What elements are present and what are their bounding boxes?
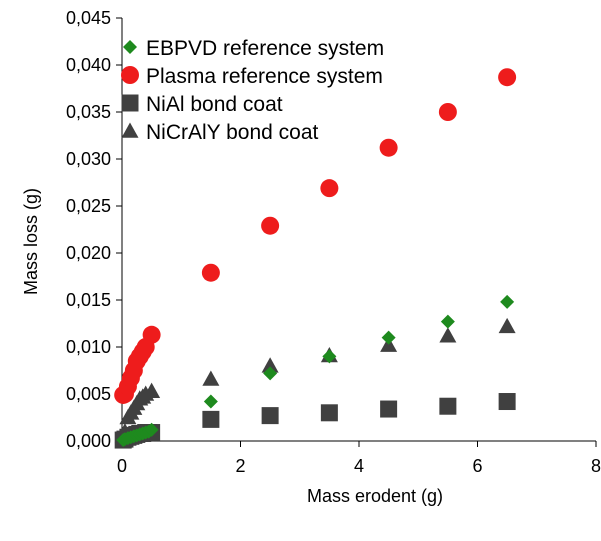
series-circle xyxy=(114,68,517,404)
data-point xyxy=(439,397,457,415)
y-tick-label: 0,040 xyxy=(66,55,111,75)
data-point xyxy=(498,393,516,411)
legend-label: Plasma reference system xyxy=(146,65,383,88)
data-point xyxy=(143,382,161,398)
data-point xyxy=(381,330,396,345)
data-point xyxy=(201,263,220,282)
data-point xyxy=(263,366,278,381)
legend-marker xyxy=(121,66,139,84)
data-point xyxy=(261,357,279,373)
x-ticks: 0 2 4 6 8 xyxy=(117,441,601,476)
legend: EBPVD reference system Plasma reference s… xyxy=(121,37,384,144)
data-point xyxy=(142,325,161,344)
x-tick-label: 2 xyxy=(235,456,245,476)
legend-marker xyxy=(123,40,137,54)
data-point xyxy=(202,370,220,386)
y-tick-label: 0,010 xyxy=(66,337,111,357)
y-tick-label: 0,005 xyxy=(66,384,111,404)
data-point xyxy=(202,410,220,428)
y-tick-label: 0,045 xyxy=(66,8,111,28)
data-point xyxy=(261,216,280,235)
series-diamond xyxy=(116,294,515,448)
data-point xyxy=(500,294,515,309)
data-point xyxy=(144,422,159,437)
legend-label: NiCrAlY bond coat xyxy=(146,121,319,144)
legend-marker xyxy=(121,122,139,138)
y-tick-label: 0,000 xyxy=(66,431,111,451)
data-point xyxy=(320,179,339,198)
data-point xyxy=(322,349,337,364)
data-point xyxy=(498,317,516,334)
data-points xyxy=(114,68,517,449)
data-point xyxy=(320,404,338,422)
y-tick-label: 0,035 xyxy=(66,102,111,122)
data-point xyxy=(379,138,398,157)
data-point xyxy=(261,407,279,425)
y-tick-label: 0,015 xyxy=(66,290,111,310)
x-axis-title: Mass erodent (g) xyxy=(307,486,443,506)
series-triangle xyxy=(114,317,516,444)
legend-label: EBPVD reference system xyxy=(146,37,384,60)
y-tick-label: 0,020 xyxy=(66,243,111,263)
x-tick-label: 6 xyxy=(472,456,482,476)
x-tick-label: 8 xyxy=(591,456,601,476)
x-tick-label: 4 xyxy=(354,456,364,476)
data-point xyxy=(440,314,455,329)
legend-marker xyxy=(121,94,139,112)
y-axis-title: Mass loss (g) xyxy=(21,188,41,295)
y-ticks: 0,000 0,005 0,010 0,015 0,020 0,025 0,030 0,035… xyxy=(66,8,122,451)
data-point xyxy=(438,103,457,121)
x-tick-label: 0 xyxy=(117,456,127,476)
data-point xyxy=(380,400,398,418)
data-point xyxy=(203,394,218,409)
data-point xyxy=(439,327,457,343)
y-tick-label: 0,030 xyxy=(66,149,111,169)
legend-label: NiAl bond coat xyxy=(146,93,283,116)
data-point xyxy=(498,68,517,87)
y-tick-label: 0,025 xyxy=(66,196,111,216)
series-square xyxy=(114,393,516,449)
